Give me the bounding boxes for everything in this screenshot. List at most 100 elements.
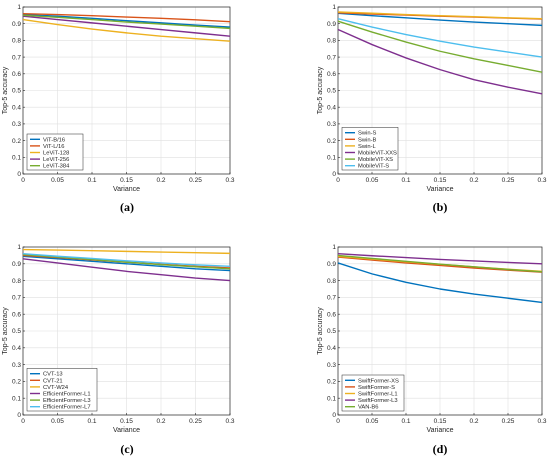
x-tick-label: 0.15 [120, 177, 133, 184]
x-tick-label: 0.25 [502, 177, 515, 184]
legend-entry: LeViT-128 [43, 151, 69, 157]
x-axis-label: Variance [113, 186, 140, 193]
panel-caption: (a) [120, 200, 134, 214]
x-tick-label: 0 [336, 177, 340, 184]
y-tick-label: 0.7 [12, 54, 21, 61]
series-line-mobilevit-s [337, 18, 543, 58]
chart-panel: 0 0.05 0.1 0.15 0.2 0.25 0.3 0 0.1 0.2 0.3 0.4 0.5 0.… [317, 244, 547, 456]
series-line-cvt-13 [22, 255, 231, 272]
y-axis-label: Top-5 accuracy [2, 66, 9, 114]
chart-panel: 0 0.05 0.1 0.15 0.2 0.25 0.3 0 0.1 0.2 0.3 0.4 0.5 0.… [2, 244, 235, 456]
y-tick-label: 0.7 [12, 295, 21, 302]
legend-entry: MobileViT-XS [358, 157, 393, 163]
y-tick-label: 0.4 [12, 345, 21, 352]
y-axis-label: Top-5 accuracy [317, 66, 324, 114]
y-tick-label: 1 [332, 244, 336, 251]
x-tick-label: 0.2 [156, 418, 165, 425]
x-tick-label: 0.25 [502, 418, 515, 425]
y-tick-label: 0.8 [327, 38, 336, 45]
legend-entry: VAN-B6 [358, 405, 379, 411]
panel-caption: (d) [433, 442, 448, 456]
y-tick-label: 0.1 [12, 395, 21, 402]
panel-caption: (b) [433, 200, 448, 214]
y-tick-label: 0.2 [327, 379, 336, 386]
legend: CVT-13CVT-21CVT-W24EfficientFormer-L1Eff… [26, 368, 98, 412]
series-line-swin-l [337, 11, 543, 20]
x-tick-label: 0.1 [401, 418, 410, 425]
y-tick-label: 0.7 [327, 54, 336, 61]
y-tick-label: 0.9 [327, 21, 336, 28]
series-line-mobilevit-xxs [337, 28, 543, 95]
x-tick-label: 0 [336, 418, 340, 425]
y-tick-label: 0.6 [12, 311, 21, 318]
legend: ViT-B/16ViT-L/16LeViT-128LeViT-256LeViT-… [26, 133, 84, 171]
x-tick-label: 0.15 [434, 177, 447, 184]
x-tick-label: 0.25 [189, 418, 202, 425]
x-tick-label: 0.25 [189, 177, 202, 184]
legend-entry: CVT-21 [43, 378, 63, 384]
legend-entry: ViT-L/16 [43, 144, 64, 150]
x-tick-label: 0.2 [156, 177, 165, 184]
y-axis-label: Top-5 accuracy [317, 307, 324, 355]
x-tick-label: 0.15 [120, 418, 133, 425]
series-line-van-b6 [337, 254, 543, 273]
series-line-mobilevit-xs [337, 20, 543, 73]
x-axis-label: Variance [426, 427, 453, 434]
x-tick-label: 0.15 [434, 418, 447, 425]
x-tick-label: 0.05 [366, 177, 379, 184]
legend-entry: EfficientFormer-L3 [43, 398, 91, 404]
legend-entry: ViT-B/16 [43, 137, 65, 143]
x-tick-label: 0.05 [51, 418, 64, 425]
legend-entry: SwiftFormer-L3 [358, 398, 398, 404]
legend-entry: Swin-L [358, 144, 376, 150]
y-tick-label: 0.6 [327, 311, 336, 318]
y-tick-label: 0.8 [12, 38, 21, 45]
y-tick-label: 1 [17, 4, 21, 11]
y-tick-label: 0.5 [327, 88, 336, 95]
x-tick-label: 0.05 [366, 418, 379, 425]
y-tick-label: 0.7 [327, 295, 336, 302]
x-tick-label: 0.3 [225, 418, 234, 425]
x-tick-label: 0 [21, 418, 25, 425]
x-tick-label: 0.3 [537, 177, 546, 184]
y-tick-label: 0.1 [12, 155, 21, 162]
x-tick-label: 0.3 [537, 418, 546, 425]
y-tick-label: 0.3 [327, 362, 336, 369]
y-tick-label: 0.5 [327, 328, 336, 335]
y-tick-label: 0.3 [12, 362, 21, 369]
y-tick-label: 0.1 [327, 155, 336, 162]
y-tick-label: 0.6 [327, 71, 336, 78]
x-tick-label: 0.2 [469, 418, 478, 425]
y-tick-label: 1 [17, 244, 21, 251]
y-tick-label: 0.9 [12, 21, 21, 28]
y-tick-label: 0.9 [12, 261, 21, 268]
series-line-swin-s [337, 12, 543, 27]
x-tick-label: 0.05 [51, 177, 64, 184]
legend-entry: LeViT-256 [43, 157, 69, 163]
series-line-cvt-w24 [22, 248, 231, 255]
x-tick-label: 0.3 [225, 177, 234, 184]
y-tick-label: 0 [17, 412, 21, 419]
series-line-swiftformer-l3 [337, 253, 543, 265]
x-axis-label: Variance [113, 427, 140, 434]
y-tick-label: 0.4 [327, 345, 336, 352]
series-line-vit-b-16 [22, 13, 231, 28]
legend-entry: LeViT-384 [43, 164, 70, 170]
x-axis-label: Variance [426, 186, 453, 193]
series-line-efficientformer-l3 [22, 253, 231, 270]
y-tick-label: 0.2 [12, 379, 21, 386]
x-tick-label: 0.1 [401, 177, 410, 184]
legend-entry: CVT-W24 [43, 385, 69, 391]
legend-entry: EfficientFormer-L7 [43, 405, 91, 411]
y-tick-label: 1 [332, 4, 336, 11]
legend-entry: CVT-13 [43, 372, 63, 378]
series-line-levit-256 [22, 15, 231, 37]
y-tick-label: 0.8 [327, 278, 336, 285]
y-tick-label: 0.5 [12, 328, 21, 335]
legend-entry: Swin-B [358, 137, 376, 143]
legend-entry: Swin-S [358, 131, 376, 137]
y-tick-label: 0.5 [12, 88, 21, 95]
legend-entry: SwiftFormer-XS [358, 378, 399, 384]
y-tick-label: 0 [332, 412, 336, 419]
